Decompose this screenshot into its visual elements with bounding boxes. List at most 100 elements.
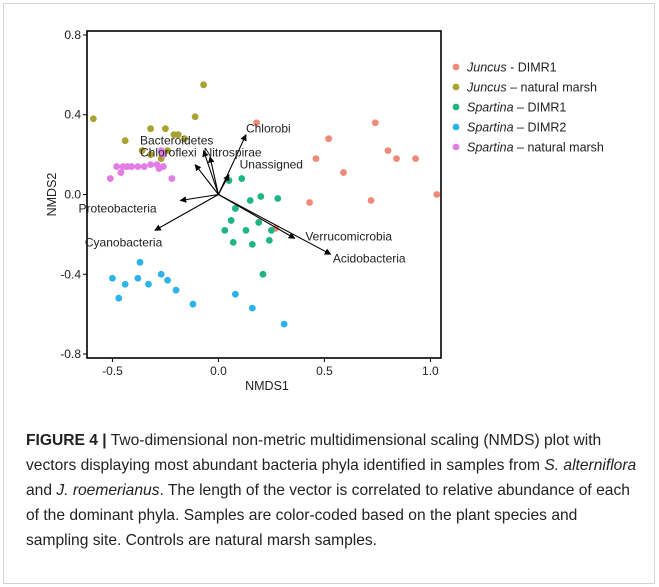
data-point bbox=[221, 226, 229, 234]
data-point bbox=[412, 155, 419, 163]
data-point bbox=[325, 135, 333, 143]
data-point bbox=[134, 274, 142, 282]
data-point bbox=[121, 280, 129, 288]
data-point bbox=[433, 191, 441, 198]
data-point bbox=[255, 219, 263, 226]
vector-label: Verrucomicrobia bbox=[305, 229, 392, 243]
data-point bbox=[89, 115, 97, 123]
data-point bbox=[229, 238, 237, 246]
data-point bbox=[172, 286, 180, 294]
vector-arrow bbox=[202, 150, 219, 195]
vector-label: Chloroflexi bbox=[140, 146, 197, 160]
caption-text-3: . The length of the vector is correlated… bbox=[26, 482, 630, 549]
caption-species-1: S. alterniflora bbox=[544, 457, 637, 474]
data-point bbox=[164, 147, 171, 155]
x-tick-label: 0.0 bbox=[210, 364, 227, 378]
data-point bbox=[147, 161, 154, 168]
legend-marker bbox=[452, 103, 460, 111]
vector-arrow bbox=[179, 193, 219, 203]
data-point bbox=[200, 81, 207, 89]
legend-label: Juncus – natural marsh bbox=[466, 81, 597, 95]
vector-arrow bbox=[218, 194, 332, 255]
data-point bbox=[138, 147, 146, 155]
figure-label-separator: | bbox=[102, 432, 107, 449]
data-point bbox=[367, 197, 375, 204]
y-tick-label: -0.8 bbox=[60, 347, 81, 361]
legend-marker bbox=[452, 123, 460, 131]
vector-arrow bbox=[217, 134, 247, 195]
figure-label: FIGURE 4 bbox=[26, 432, 98, 449]
x-axis-label: NMDS1 bbox=[245, 379, 289, 393]
data-point bbox=[157, 270, 165, 278]
vector-arrow bbox=[154, 194, 219, 231]
data-point bbox=[164, 276, 171, 284]
y-axis-label: NMDS2 bbox=[45, 173, 59, 217]
data-point bbox=[128, 163, 135, 170]
legend-label: Juncus - DIMR1 bbox=[466, 61, 557, 75]
data-point bbox=[157, 147, 165, 155]
vector-label: Proteobacteria bbox=[79, 201, 157, 215]
data-point bbox=[147, 151, 154, 159]
legend-label: Spartina – DIMR1 bbox=[467, 101, 566, 115]
data-point bbox=[340, 169, 347, 176]
data-point bbox=[174, 131, 182, 139]
data-point bbox=[117, 169, 125, 176]
data-point bbox=[312, 155, 320, 163]
data-point bbox=[145, 280, 152, 288]
vector-arrow bbox=[217, 173, 230, 195]
data-point bbox=[109, 274, 116, 282]
caption-species-2: J. roemerianus bbox=[56, 482, 160, 499]
data-point bbox=[371, 119, 379, 127]
data-point bbox=[134, 163, 142, 170]
vector-arrow bbox=[208, 155, 219, 195]
data-point bbox=[274, 195, 282, 202]
nmds-chart: -0.5 0.0 0.5 1.0 0.8 0.4 0.0 -0.4 -0.8 NMDS1 NMDS2… bbox=[45, 28, 604, 393]
legend-label: Spartina – DIMR2 bbox=[467, 121, 566, 135]
data-point bbox=[259, 270, 267, 278]
data-point bbox=[393, 155, 400, 163]
vector-label: Unassigned bbox=[240, 158, 303, 172]
legend-marker bbox=[452, 63, 460, 71]
y-tick-label: 0.0 bbox=[64, 188, 81, 202]
caption-text-2: and bbox=[26, 482, 57, 499]
data-point bbox=[280, 320, 288, 328]
vector-arrow bbox=[194, 164, 219, 195]
y-tick-label: -0.4 bbox=[60, 267, 81, 281]
vector-label: Acidobacteria bbox=[333, 251, 406, 265]
vector-label: Bacteroidetes bbox=[140, 134, 213, 148]
data-point bbox=[253, 119, 260, 127]
data-point bbox=[140, 163, 148, 170]
data-point bbox=[246, 197, 254, 204]
data-point bbox=[162, 125, 169, 133]
data-point bbox=[113, 163, 121, 170]
data-point bbox=[115, 294, 123, 302]
data-point bbox=[136, 258, 144, 266]
plot-frame bbox=[86, 30, 442, 359]
data-point bbox=[248, 304, 256, 312]
y-tick-label: 0.8 bbox=[64, 28, 81, 42]
data-point bbox=[147, 125, 154, 133]
data-point bbox=[306, 199, 313, 206]
x-tick-label: 1.0 bbox=[422, 364, 439, 378]
data-point bbox=[121, 137, 129, 145]
data-point bbox=[265, 236, 273, 244]
data-point bbox=[189, 300, 197, 308]
data-point bbox=[106, 175, 114, 182]
data-point bbox=[268, 226, 275, 234]
figure-panel: -0.5 0.0 0.5 1.0 0.8 0.4 0.0 -0.4 -0.8 NMDS1 NMDS2… bbox=[3, 3, 655, 584]
vector-label: Cyanobacteria bbox=[85, 235, 163, 249]
data-point bbox=[257, 193, 265, 200]
vector-label: Chlorobi bbox=[246, 122, 291, 136]
y-tick-label: 0.4 bbox=[64, 108, 81, 122]
figure-caption: FIGURE 4 | Two-dimensional non-metric mu… bbox=[26, 428, 641, 553]
data-point bbox=[384, 147, 392, 155]
data-point bbox=[155, 165, 163, 172]
data-point bbox=[191, 113, 199, 121]
data-point bbox=[227, 217, 235, 224]
legend-marker bbox=[452, 143, 460, 151]
vector-label: Nitrospirae bbox=[204, 146, 262, 160]
data-point bbox=[181, 135, 188, 143]
data-point bbox=[168, 175, 176, 182]
x-tick-label: -0.5 bbox=[102, 364, 123, 378]
data-point bbox=[231, 290, 239, 298]
